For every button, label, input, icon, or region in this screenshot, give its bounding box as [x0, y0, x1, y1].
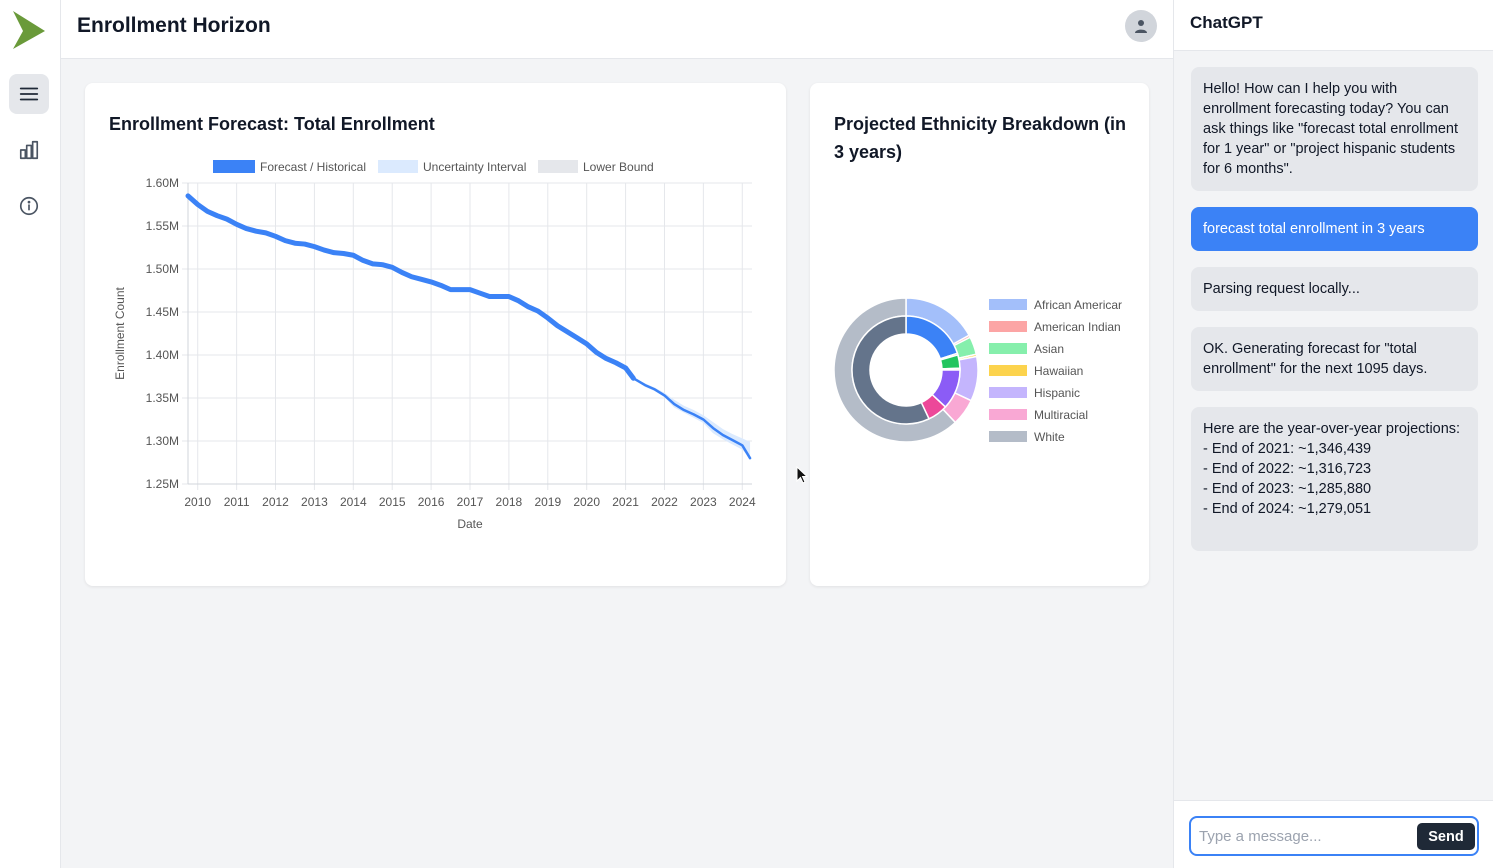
ethnicity-donut-chart: African Americar American Indian Asian Hawa…	[833, 297, 1122, 444]
send-button[interactable]: Send	[1417, 823, 1475, 850]
legend-swatch	[989, 343, 1027, 354]
x-tick-label: 2011	[224, 495, 250, 509]
x-tick-label: 2020	[573, 495, 600, 509]
legend-label: American Indian	[1034, 320, 1121, 334]
forecast-series-line	[632, 376, 752, 460]
chat-input-wrapper: Send	[1189, 816, 1479, 856]
info-button[interactable]	[9, 186, 49, 226]
info-icon	[19, 196, 39, 216]
bar-chart-icon	[19, 140, 39, 160]
x-tick-label: 2017	[457, 495, 484, 509]
legend-swatch	[989, 365, 1027, 376]
legend-label: Multiracial	[1034, 408, 1088, 422]
y-tick-label: 1.45M	[146, 305, 179, 319]
x-tick-label: 2019	[534, 495, 561, 509]
uncertainty-band	[633, 377, 751, 459]
x-tick-label: 2012	[262, 495, 289, 509]
user-avatar-button[interactable]	[1125, 10, 1157, 42]
legend-swatch	[989, 409, 1027, 420]
chat-message-user: forecast total enrollment in 3 years	[1191, 207, 1478, 251]
forecast-card: Enrollment Forecast: Total Enrollment Fo…	[85, 83, 786, 586]
x-tick-label: 2021	[612, 495, 639, 509]
legend-label: Forecast / Historical	[260, 160, 366, 174]
x-tick-label: 2022	[651, 495, 678, 509]
legend-label: Lower Bound	[583, 160, 654, 174]
x-axis-title: Date	[457, 517, 483, 531]
user-icon	[1135, 20, 1147, 33]
historical-series-line	[185, 193, 636, 381]
legend-swatch	[538, 160, 578, 173]
x-tick-label: 2018	[496, 495, 523, 509]
legend-swatch	[378, 160, 418, 173]
y-tick-label: 1.40M	[146, 348, 179, 362]
legend-label: Hispanic	[1034, 386, 1080, 400]
x-tick-label: 2024	[729, 495, 756, 509]
window-scrollbar[interactable]	[1493, 0, 1498, 868]
mouse-cursor-icon	[796, 466, 808, 484]
y-tick-label: 1.60M	[146, 176, 179, 190]
legend-label: White	[1034, 430, 1065, 444]
chat-message-bot: Parsing request locally...	[1191, 267, 1478, 311]
chat-message-bot: OK. Generating forecast for "total enrol…	[1191, 327, 1478, 391]
legend-swatch	[989, 431, 1027, 442]
chat-message-bot: Hello! How can I help you with enrollmen…	[1191, 67, 1478, 191]
chat-header: ChatGPT	[1174, 0, 1494, 51]
y-tick-label: 1.50M	[146, 262, 179, 276]
menu-button[interactable]	[9, 74, 49, 114]
app-logo	[13, 11, 45, 49]
y-tick-label: 1.35M	[146, 391, 179, 405]
forecast-card-title: Enrollment Forecast: Total Enrollment	[109, 114, 435, 134]
top-header: Enrollment Horizon	[61, 0, 1173, 59]
y-tick-label: 1.25M	[146, 477, 179, 491]
x-tick-label: 2023	[690, 495, 717, 509]
x-tick-label: 2013	[301, 495, 328, 509]
charts-button[interactable]	[9, 130, 49, 170]
chat-title: ChatGPT	[1190, 13, 1263, 32]
ethnicity-card-title: Projected Ethnicity Breakdown (in 3 year…	[834, 114, 1127, 162]
forecast-line-chart: Forecast / Historical Uncertainty Interva…	[113, 160, 756, 531]
chat-message-bot: Here are the year-over-year projections:…	[1191, 407, 1478, 551]
ethnicity-card: Projected Ethnicity Breakdown (in 3 year…	[810, 83, 1149, 586]
menu-icon	[19, 87, 39, 101]
legend-label: African Americar	[1034, 298, 1122, 312]
x-tick-label: 2015	[379, 495, 406, 509]
y-tick-label: 1.30M	[146, 434, 179, 448]
x-tick-label: 2016	[418, 495, 445, 509]
chat-message-input[interactable]	[1199, 825, 1409, 847]
chat-panel: ChatGPT Hello! How can I help you with e…	[1173, 0, 1494, 868]
legend-swatch	[989, 321, 1027, 332]
legend-swatch	[213, 160, 255, 173]
legend-label: Asian	[1034, 342, 1064, 356]
inner-ring-slice	[851, 315, 930, 425]
x-tick-label: 2014	[340, 495, 367, 509]
app-title: Enrollment Horizon	[77, 14, 271, 37]
sidebar	[0, 0, 61, 868]
chat-footer: Send	[1174, 800, 1494, 868]
legend-label: Uncertainty Interval	[423, 160, 526, 174]
x-tick-label: 2010	[184, 495, 211, 509]
legend-label: Hawaiian	[1034, 364, 1083, 378]
y-axis-title: Enrollment Count	[113, 286, 127, 379]
legend-swatch	[989, 299, 1027, 310]
legend-swatch	[989, 387, 1027, 398]
y-tick-label: 1.55M	[146, 219, 179, 233]
